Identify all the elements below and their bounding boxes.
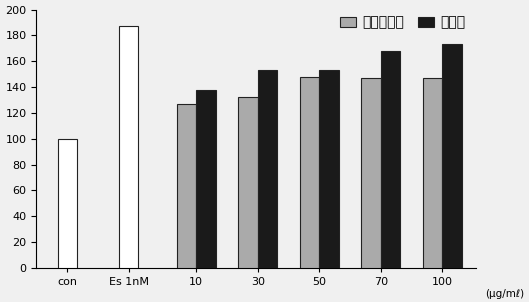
Bar	[177, 104, 196, 268]
Text: (μg/mℓ): (μg/mℓ)	[485, 288, 524, 298]
Bar	[196, 90, 216, 268]
Bar	[423, 78, 442, 268]
Bar	[238, 97, 258, 268]
Bar	[381, 51, 400, 268]
Bar	[258, 70, 278, 268]
Bar	[299, 77, 320, 268]
Legend: 표고하수오, 하수오: 표고하수오, 하수오	[335, 11, 469, 34]
Bar	[320, 70, 339, 268]
Bar	[361, 78, 381, 268]
Bar	[120, 26, 138, 268]
Bar	[442, 44, 462, 268]
Bar	[58, 139, 77, 268]
